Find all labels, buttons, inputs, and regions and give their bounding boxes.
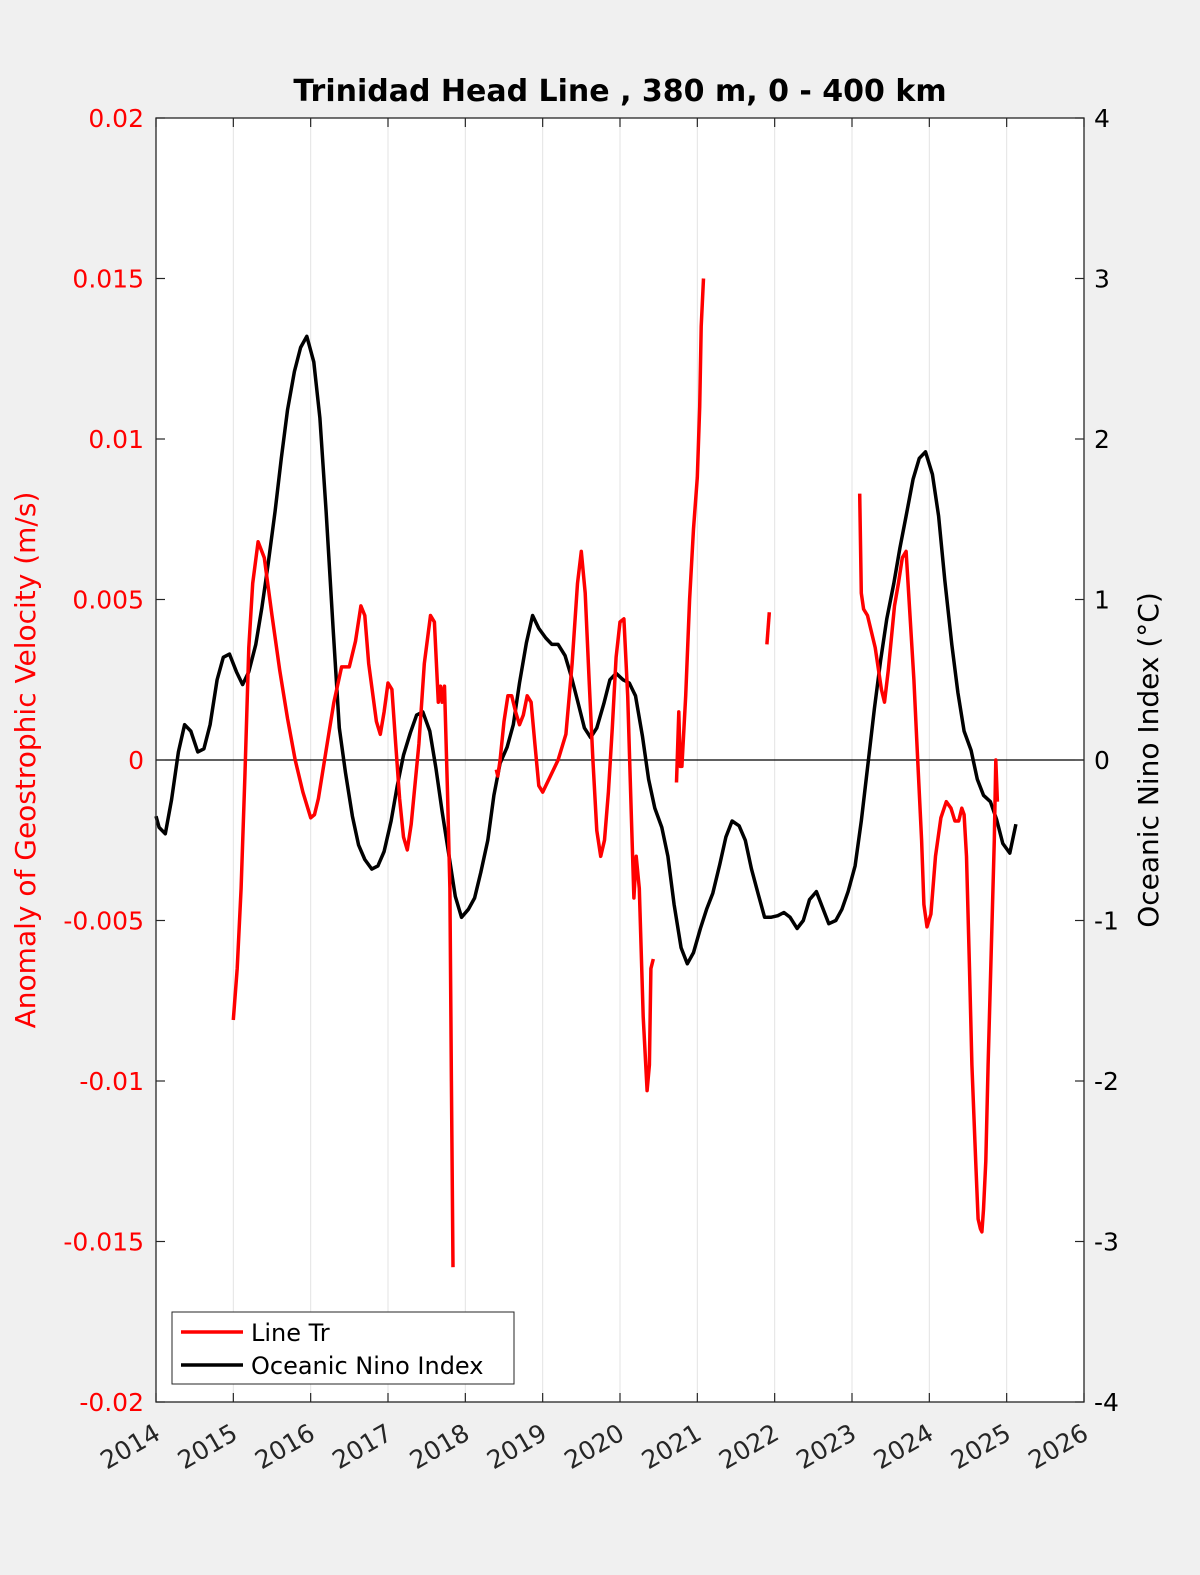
- series-line-line-tr: [494, 549, 655, 1093]
- legend-label-line-tr: Line Tr: [251, 1319, 330, 1347]
- y-left-tick-label: -0.015: [63, 1228, 144, 1257]
- y-left-tick-label: 0: [128, 746, 144, 775]
- y-right-tick-label: -3: [1094, 1228, 1119, 1257]
- y-right-tick-label: 1: [1094, 586, 1110, 615]
- y-left-tick-label: 0.015: [72, 265, 144, 294]
- y-right-tick-label: -1: [1094, 907, 1119, 936]
- y-axis-left-label: Anomaly of Geostrophic Velocity (m/s): [9, 492, 42, 1029]
- y-left-tick-label: -0.005: [63, 907, 144, 936]
- y-right-tick-label: 4: [1094, 104, 1110, 133]
- y-right-tick-label: -4: [1094, 1388, 1119, 1417]
- series-line-line-tr: [674, 278, 706, 783]
- y-right-tick-label: 2: [1094, 425, 1110, 454]
- y-right-tick-label: -2: [1094, 1067, 1119, 1096]
- y-left-tick-label: -0.01: [79, 1067, 144, 1096]
- axis-ticks: [155, 117, 1085, 1403]
- y-left-tick-label: 0.01: [88, 425, 144, 454]
- series-line-line-tr: [765, 612, 772, 645]
- legend-label-oceanic-nino-index: Oceanic Nino Index: [251, 1352, 483, 1380]
- legend: Line Tr Oceanic Nino Index: [171, 1311, 515, 1385]
- y-axis-right-label: Oceanic Nino Index (°C): [1132, 592, 1165, 928]
- y-left-tick-label: -0.02: [79, 1388, 144, 1417]
- series-line-line-tr: [857, 493, 1000, 1234]
- series-line-oceanic-nino-index: [154, 334, 1018, 966]
- series-line-line-tr: [231, 539, 455, 1268]
- chart-title: Trinidad Head Line , 380 m, 0 - 400 km: [293, 74, 946, 109]
- series-lines: [154, 278, 1018, 1268]
- y-left-tick-label: 0.02: [88, 104, 144, 133]
- legend-box: [171, 1311, 515, 1385]
- y-right-tick-label: 0: [1094, 746, 1110, 775]
- y-left-tick-label: 0.005: [72, 586, 144, 615]
- y-right-tick-label: 3: [1094, 265, 1110, 294]
- axis-tick-labels: 2014 2015 2016 2017 2018 2019 2020 2021 2022 2023…: [63, 104, 1119, 1475]
